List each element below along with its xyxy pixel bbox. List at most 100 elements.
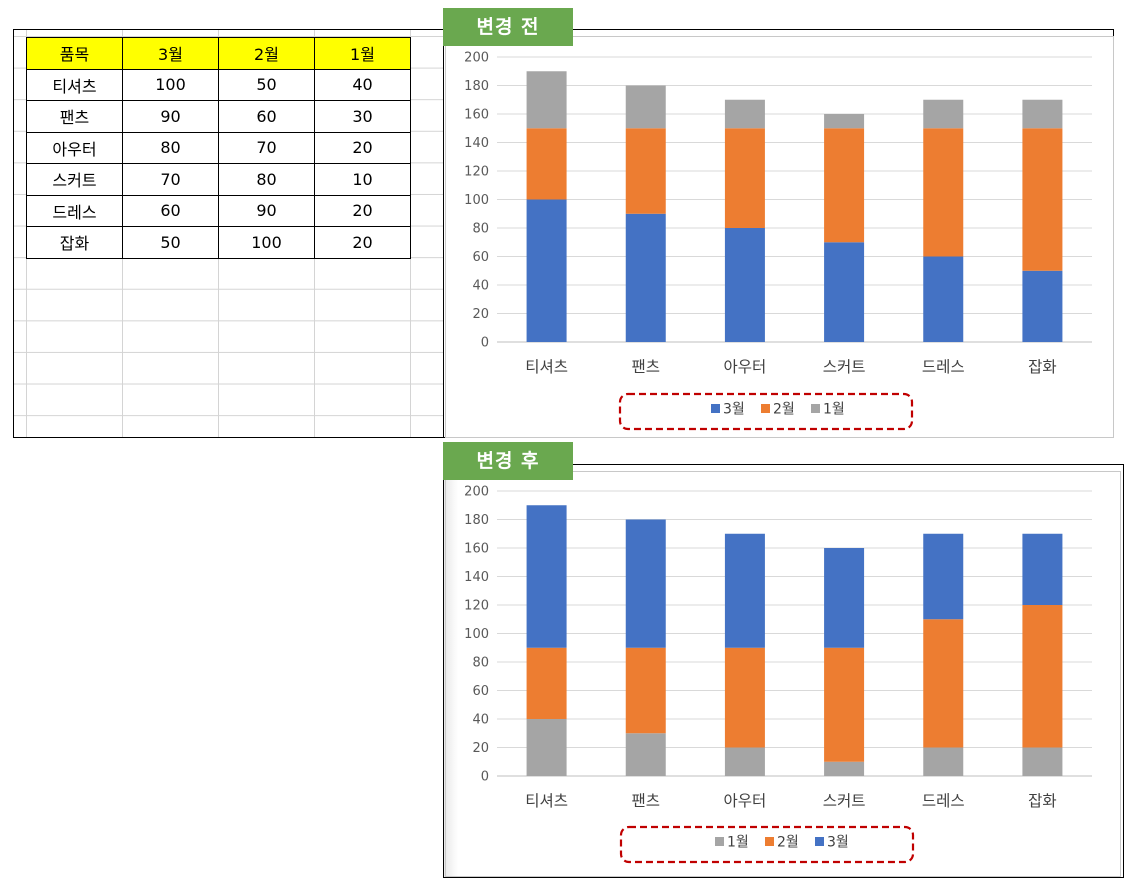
bar-segment	[1022, 99, 1063, 129]
chart-after[interactable]: 0 20 40 60 80 100 120 140 160 180 200 티셔츠 팬츠 아우터 스커트 드레…	[443, 464, 1124, 878]
y-tick-label: 60	[472, 684, 489, 699]
bar-segment	[1022, 747, 1063, 776]
bar-segment	[824, 548, 865, 648]
bar-segment	[724, 128, 765, 228]
y-tick-label: 0	[481, 336, 489, 351]
table-row: 스커트 70 80 10	[26, 163, 411, 196]
table-cell[interactable]: 50	[218, 68, 315, 101]
bar-segment	[724, 533, 765, 648]
y-tick-label: 200	[464, 51, 489, 66]
legend-swatch	[811, 404, 820, 413]
table-cell[interactable]: 100	[218, 226, 315, 259]
legend-label: 1월	[727, 835, 749, 851]
table-cell[interactable]: 90	[218, 194, 315, 227]
x-category-label: 아우터	[724, 792, 767, 810]
bar-segment	[724, 99, 765, 129]
bar-segment	[824, 647, 865, 762]
legend-highlight-box	[619, 825, 915, 864]
chart-before[interactable]: 0 20 40 60 80 100 120 140 160 180 200 티셔츠 팬츠 아우터 스커트 드레…	[443, 29, 1114, 438]
y-tick-label: 80	[472, 222, 489, 237]
table-cell[interactable]: 50	[122, 226, 219, 259]
data-table: 품목 3월 2월 1월 티셔츠 100 50 40 팬츠 90 60 30 아우터 80 70 20 스커트 70…	[26, 37, 411, 259]
bar-segment	[724, 747, 765, 776]
table-cell[interactable]: 100	[122, 68, 219, 101]
legend-swatch	[761, 404, 770, 413]
x-category-label: 티셔츠	[525, 792, 568, 810]
table-cell[interactable]: 잡화	[26, 226, 123, 259]
x-category-label: 잡화	[1028, 358, 1057, 376]
table-row: 티셔츠 100 50 40	[26, 68, 411, 101]
bar-segment	[724, 647, 765, 748]
bar-segment	[526, 128, 567, 200]
y-tick-label: 20	[472, 741, 489, 756]
table-cell[interactable]: 드레스	[26, 194, 123, 227]
bar-segment	[923, 99, 964, 129]
bar-segment	[923, 533, 964, 620]
bar-segment	[1022, 605, 1063, 748]
y-tick-label: 60	[472, 250, 489, 265]
legend-swatch	[711, 404, 720, 413]
x-category-label: 스커트	[823, 792, 866, 810]
table-cell[interactable]: 스커트	[26, 163, 123, 196]
legend-label: 3월	[827, 835, 849, 851]
table-cell[interactable]: 아우터	[26, 131, 123, 164]
badge-after: 변경 후	[443, 442, 573, 480]
bar-segment	[526, 505, 567, 648]
y-tick-label: 20	[472, 307, 489, 322]
table-cell[interactable]: 팬츠	[26, 100, 123, 133]
x-category-label: 드레스	[922, 792, 965, 810]
legend-label: 1월	[823, 402, 845, 418]
table-cell[interactable]: 30	[314, 100, 411, 133]
table-cell[interactable]: 10	[314, 163, 411, 196]
bar-segment	[625, 85, 666, 129]
bar-segment	[724, 228, 765, 342]
table-cell[interactable]: 60	[122, 194, 219, 227]
table-cell[interactable]: 60	[218, 100, 315, 133]
table-cell[interactable]: 티셔츠	[26, 68, 123, 101]
bar-segment	[923, 747, 964, 776]
y-tick-label: 40	[472, 713, 489, 728]
x-category-label: 스커트	[823, 358, 866, 376]
table-cell[interactable]: 70	[122, 163, 219, 196]
y-tick-label: 180	[464, 513, 489, 528]
y-tick-label: 0	[481, 770, 489, 785]
y-tick-label: 120	[464, 165, 489, 180]
table-cell[interactable]: 20	[314, 226, 411, 259]
bar-segment	[923, 619, 964, 748]
y-tick-label: 140	[464, 570, 489, 585]
bar-segment	[824, 128, 865, 243]
table-header-cell[interactable]: 1월	[314, 37, 411, 70]
chart-after-svg: 0 20 40 60 80 100 120 140 160 180 200 티셔츠 팬츠 아우터 스커트 드레…	[464, 485, 1092, 864]
x-category-label: 팬츠	[631, 358, 660, 376]
table-cell[interactable]: 20	[314, 194, 411, 227]
bar-segment	[1022, 128, 1063, 271]
chart-plot-frame	[445, 36, 1114, 438]
table-header-row: 품목 3월 2월 1월	[26, 37, 411, 70]
legend-swatch	[815, 837, 824, 846]
table-cell[interactable]: 20	[314, 131, 411, 164]
table-cell[interactable]: 70	[218, 131, 315, 164]
table-cell[interactable]: 80	[122, 131, 219, 164]
legend-highlight-box	[618, 392, 914, 431]
table-row: 잡화 50 100 20	[26, 226, 411, 259]
bar-segment	[824, 242, 865, 342]
legend-swatch	[765, 837, 774, 846]
table-header-cell[interactable]: 2월	[218, 37, 315, 70]
bar-segment	[625, 733, 666, 776]
legend-label: 3월	[723, 402, 745, 418]
bar-segment	[1022, 533, 1063, 605]
table-cell[interactable]: 80	[218, 163, 315, 196]
x-category-label: 잡화	[1028, 792, 1057, 810]
y-tick-label: 160	[464, 108, 489, 123]
chart-before-svg: 0 20 40 60 80 100 120 140 160 180 200 티셔츠 팬츠 아우터 스커트 드레…	[464, 51, 1092, 431]
legend-label: 2월	[777, 835, 799, 851]
table-cell[interactable]: 90	[122, 100, 219, 133]
y-tick-label: 160	[464, 542, 489, 557]
bar-segment	[526, 71, 567, 129]
legend-label: 2월	[773, 402, 795, 418]
bar-segment	[526, 199, 567, 342]
table-header-cell[interactable]: 3월	[122, 37, 219, 70]
table-cell[interactable]: 40	[314, 68, 411, 101]
table-header-cell[interactable]: 품목	[26, 37, 123, 70]
y-tick-label: 200	[464, 485, 489, 500]
